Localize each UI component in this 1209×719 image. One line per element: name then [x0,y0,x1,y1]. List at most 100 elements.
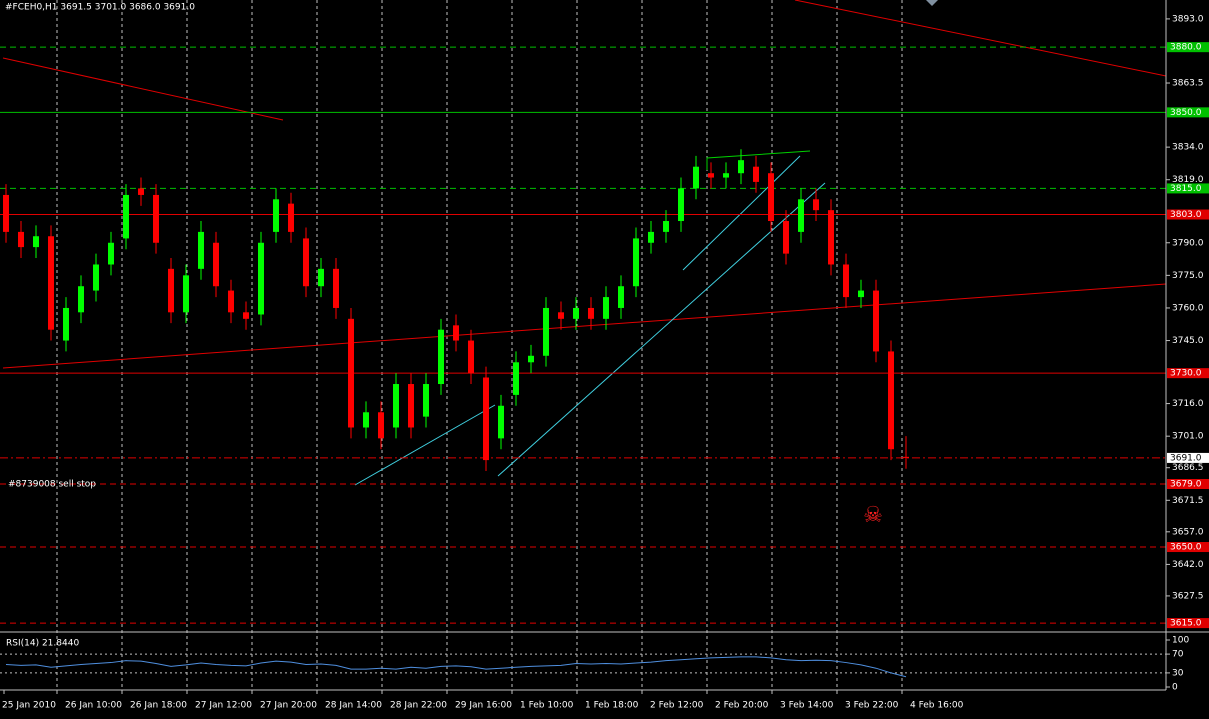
y-tick-label: 3863.5 [1172,79,1204,89]
x-tick-label: 26 Jan 18:00 [130,701,187,711]
candle-body [783,221,789,254]
trend-line [2,283,1167,369]
candle-body [153,194,159,243]
candle-body [723,173,729,178]
candle-body [663,221,669,232]
candle-body [843,264,849,298]
candle-body [258,242,264,315]
y-tick-label: 3760.0 [1172,303,1204,313]
candle-body [603,297,609,319]
candle-body [423,384,429,417]
order-label: #8739008 sell stop [8,480,96,490]
y-tick-label: 3790.0 [1172,238,1204,248]
candle-body [78,286,84,313]
candle-body [573,307,579,319]
x-tick-label: 29 Jan 16:00 [455,701,512,711]
level-box [1167,478,1209,489]
candle-body [678,188,684,222]
candle-body [378,412,384,439]
candle-body [318,268,324,287]
candle-body [753,166,759,182]
candle-body [168,268,174,313]
x-tick-label: 3 Feb 22:00 [845,701,899,711]
candle-body [393,384,399,428]
candle-body [468,340,474,374]
y-tick-label: 3716.0 [1172,399,1204,409]
trend-line [794,0,1167,77]
level-label: 3880.0 [1170,43,1202,53]
y-tick-label: 3893.0 [1172,14,1204,24]
candle-body [63,307,69,341]
candle-body [198,231,204,269]
y-tick-label: 3834.0 [1172,143,1204,153]
candle-body [828,210,834,265]
candle-body [708,173,714,178]
candle-body [768,173,774,222]
y-tick-label: 3819.0 [1172,175,1204,185]
candles [3,149,909,471]
level-box [1167,542,1209,553]
candle-body [228,290,234,313]
candle-body [108,242,114,265]
x-tick-label: 2 Feb 12:00 [650,701,704,711]
candle-body [513,362,519,395]
candle-body [798,199,804,232]
candle-body [588,307,594,319]
candle-body [648,231,654,243]
candle-body [693,166,699,189]
y-tick-label: 3775.0 [1172,271,1204,281]
x-tick-label: 25 Jan 2010 [2,701,56,711]
x-tick-label: 27 Jan 12:00 [195,701,252,711]
candle-body [348,318,354,428]
x-tick-label: 27 Jan 20:00 [260,701,317,711]
candle-body [303,238,309,287]
candle-body [888,351,894,450]
trend-line [2,57,284,121]
candle-body [633,238,639,287]
x-tick-label: 1 Feb 10:00 [520,701,574,711]
trend-line [706,150,811,170]
x-tick-label: 1 Feb 18:00 [585,701,639,711]
x-tick-label: 2 Feb 20:00 [715,701,769,711]
candle-body [93,264,99,291]
rsi-tick-label: 0 [1172,683,1178,693]
x-tick-label: 28 Jan 22:00 [390,701,447,711]
candle-body [213,242,219,287]
level-label: 3650.0 [1170,543,1202,553]
candle-body [3,194,9,232]
rsi-tick-label: 70 [1172,650,1184,660]
level-label: 3850.0 [1170,108,1202,118]
level-box [1167,618,1209,629]
rsi-tick-label: 30 [1172,668,1184,678]
x-tick-label: 26 Jan 10:00 [65,701,122,711]
candle-body [813,199,819,211]
candle-body [873,290,879,352]
candle-body [408,384,414,428]
candle-body [903,456,909,458]
trend-line [682,155,801,271]
rsi-line [5,656,907,678]
symbol-info: #FCEH0,H1 3691.5 3701.0 3686.0 3691.0 [5,3,195,13]
candle-body [138,188,144,195]
candle-body [543,307,549,356]
candle-body [738,160,744,174]
candle-body [498,405,504,439]
candle-body [33,236,39,248]
candle-body [18,231,24,248]
candle-body [288,203,294,232]
level-box [1167,368,1209,379]
level-box [1167,452,1209,463]
y-tick-label: 3701.0 [1172,432,1204,442]
candle-body [558,312,564,319]
candle-body [123,194,129,239]
y-tick-label: 3671.5 [1172,496,1204,506]
candle-body [858,290,864,298]
skull-icon: ☠ [863,503,883,528]
candle-body [438,329,444,385]
levels: 3880.0 3850.0 3815.0 3803.0 3730.0 3691.0 3679… [0,42,1209,629]
candle-body [453,325,459,341]
level-label: 3803.0 [1170,210,1202,220]
level-label: 3615.0 [1170,619,1202,629]
